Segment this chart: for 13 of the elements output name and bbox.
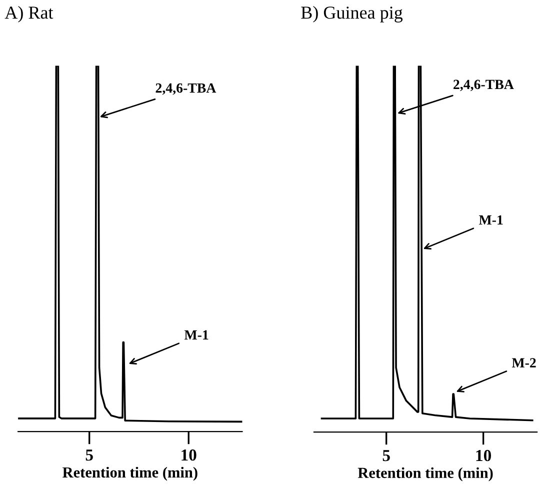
chart-title: B) Guinea pig xyxy=(301,6,403,22)
x-axis-title: Retention time (min) xyxy=(358,467,493,482)
annotation: 2,4,6-TBA xyxy=(156,83,216,95)
x-tick-label: 5 xyxy=(86,450,93,461)
x-tick-label: 10 xyxy=(476,450,492,462)
annotation: M-1 xyxy=(478,215,503,224)
annotation: 2,4,6-TBA xyxy=(454,80,514,92)
x-axis-title: Retention time (min) xyxy=(62,466,198,481)
annotation: M-1 xyxy=(184,330,208,340)
x-tick-label: 10 xyxy=(182,449,196,461)
chart-title: A) Rat xyxy=(4,6,54,22)
annotation: M-2 xyxy=(512,358,536,368)
x-tick-label: 5 xyxy=(382,450,390,462)
